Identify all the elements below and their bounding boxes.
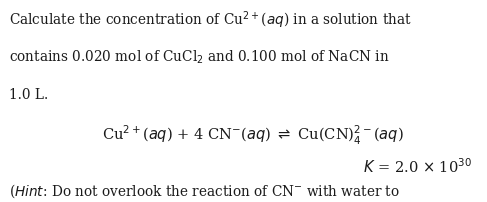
Text: 1.0 L.: 1.0 L. xyxy=(9,88,48,102)
Text: Cu$^{2+}$($\mathit{aq}$) + 4 CN$^{-}$($\mathit{aq}$) $\rightleftharpoons$ Cu(CN): Cu$^{2+}$($\mathit{aq}$) + 4 CN$^{-}$($\… xyxy=(102,123,404,146)
Text: ($\mathit{Hint}$: Do not overlook the reaction of CN$^{-}$ with water to: ($\mathit{Hint}$: Do not overlook the re… xyxy=(9,182,400,199)
Text: contains 0.020 mol of CuCl$_2$ and 0.100 mol of NaCN in: contains 0.020 mol of CuCl$_2$ and 0.100… xyxy=(9,48,389,66)
Text: $K$ = 2.0 $\times$ 10$^{30}$: $K$ = 2.0 $\times$ 10$^{30}$ xyxy=(363,157,472,175)
Text: Calculate the concentration of Cu$^{2+}$($\mathit{aq}$) in a solution that: Calculate the concentration of Cu$^{2+}$… xyxy=(9,9,412,31)
